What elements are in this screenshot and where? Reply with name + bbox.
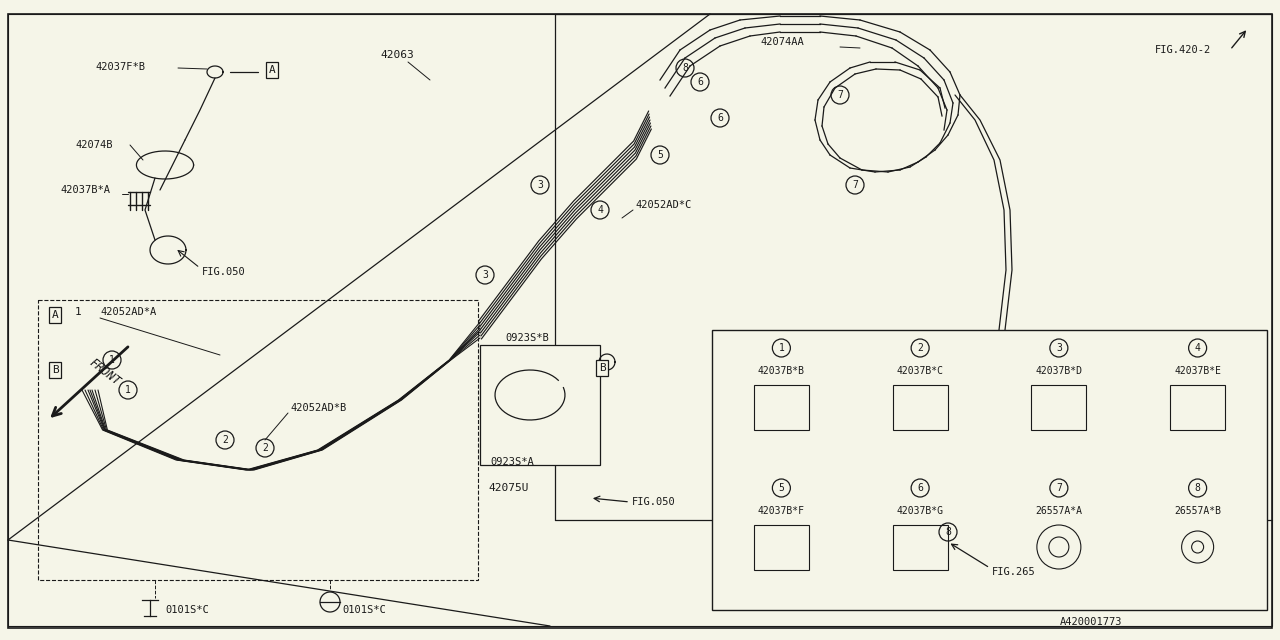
Text: 2: 2 bbox=[918, 343, 923, 353]
Text: 26557A*A: 26557A*A bbox=[1036, 506, 1083, 516]
Bar bbox=[480, 345, 600, 465]
Text: 42052AD*C: 42052AD*C bbox=[635, 200, 691, 210]
Text: 1: 1 bbox=[778, 343, 785, 353]
Text: 42037F*B: 42037F*B bbox=[95, 62, 145, 72]
Text: 42037B*D: 42037B*D bbox=[1036, 366, 1083, 376]
Text: 3: 3 bbox=[1056, 343, 1062, 353]
Text: 26557A*B: 26557A*B bbox=[1174, 506, 1221, 516]
Text: 5: 5 bbox=[778, 483, 785, 493]
Text: 42052AD*B: 42052AD*B bbox=[291, 403, 347, 413]
Text: 42075U: 42075U bbox=[488, 483, 529, 493]
Bar bbox=[712, 330, 1267, 610]
Text: 7: 7 bbox=[1056, 483, 1062, 493]
Text: 0101S*C: 0101S*C bbox=[165, 605, 209, 615]
Text: 6: 6 bbox=[717, 113, 723, 123]
Bar bbox=[892, 525, 947, 570]
Text: 8: 8 bbox=[1194, 483, 1201, 493]
Text: 6: 6 bbox=[918, 483, 923, 493]
Text: 1: 1 bbox=[76, 307, 82, 317]
Text: 0101S*C: 0101S*C bbox=[342, 605, 385, 615]
Text: A420001773: A420001773 bbox=[1060, 617, 1123, 627]
Text: 42063: 42063 bbox=[380, 50, 413, 60]
Text: FIG.050: FIG.050 bbox=[202, 267, 246, 277]
Text: 3: 3 bbox=[538, 180, 543, 190]
Text: 4: 4 bbox=[596, 205, 603, 215]
Text: 5: 5 bbox=[657, 150, 663, 160]
Text: FIG.420-2: FIG.420-2 bbox=[1155, 45, 1211, 55]
Text: 2: 2 bbox=[221, 435, 228, 445]
Text: FIG.050: FIG.050 bbox=[632, 497, 676, 507]
Text: B: B bbox=[51, 365, 59, 375]
Text: 8: 8 bbox=[945, 527, 951, 537]
Text: 42037B*C: 42037B*C bbox=[896, 366, 943, 376]
Text: 42037B*A: 42037B*A bbox=[60, 185, 110, 195]
Text: FRONT: FRONT bbox=[87, 356, 123, 388]
Text: 42052AD*A: 42052AD*A bbox=[100, 307, 156, 317]
Text: 42037B*E: 42037B*E bbox=[1174, 366, 1221, 376]
Text: 1: 1 bbox=[125, 385, 131, 395]
Text: A: A bbox=[51, 310, 59, 320]
Text: FIG.265: FIG.265 bbox=[992, 567, 1036, 577]
Bar bbox=[1032, 385, 1087, 429]
Bar bbox=[754, 385, 809, 429]
Text: 0923S*B: 0923S*B bbox=[506, 333, 549, 343]
Text: 42037B*G: 42037B*G bbox=[896, 506, 943, 516]
Text: 4: 4 bbox=[1194, 343, 1201, 353]
Text: 7: 7 bbox=[837, 90, 844, 100]
Text: 7: 7 bbox=[852, 180, 858, 190]
Text: 8: 8 bbox=[682, 63, 687, 73]
Text: 42037B*B: 42037B*B bbox=[758, 366, 805, 376]
Bar bbox=[38, 300, 477, 580]
Bar bbox=[1170, 385, 1225, 429]
Text: B: B bbox=[599, 363, 605, 373]
Text: A: A bbox=[269, 65, 275, 75]
Text: 42037B*F: 42037B*F bbox=[758, 506, 805, 516]
Bar bbox=[892, 385, 947, 429]
Text: 1: 1 bbox=[109, 355, 115, 365]
Text: 42074B: 42074B bbox=[76, 140, 113, 150]
Text: 6: 6 bbox=[698, 77, 703, 87]
Bar bbox=[754, 525, 809, 570]
Text: 2: 2 bbox=[262, 443, 268, 453]
Text: 42074AA: 42074AA bbox=[760, 37, 804, 47]
Text: 0923S*A: 0923S*A bbox=[490, 457, 534, 467]
Text: 3: 3 bbox=[483, 270, 488, 280]
